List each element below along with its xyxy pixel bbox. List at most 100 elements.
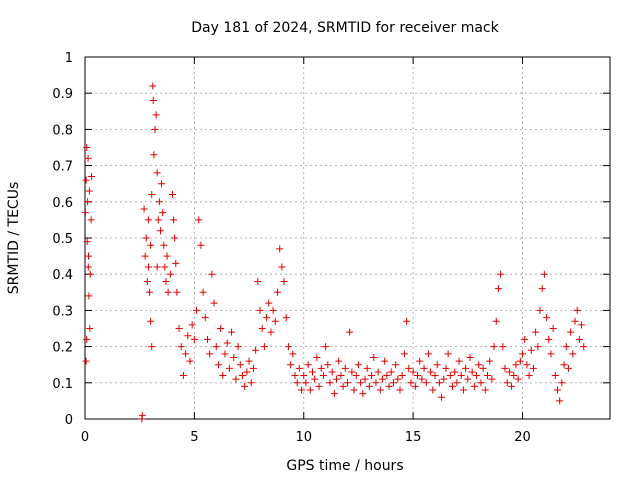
data-point <box>256 306 264 314</box>
data-point <box>488 375 496 383</box>
data-point <box>175 325 183 332</box>
data-point <box>490 343 498 351</box>
data-point <box>241 382 249 390</box>
data-point <box>510 372 518 380</box>
data-point <box>319 372 327 380</box>
data-point <box>363 364 371 372</box>
x-tick-label: 10 <box>295 430 312 445</box>
data-point <box>462 364 470 372</box>
data-point <box>88 172 96 180</box>
data-point <box>477 379 485 387</box>
data-point <box>254 277 262 285</box>
data-point <box>405 364 413 372</box>
data-point <box>154 216 162 224</box>
y-tick-label: 0.7 <box>52 160 73 175</box>
data-point <box>85 187 93 195</box>
chart-title: Day 181 of 2024, SRMTID for receiver mac… <box>191 20 499 36</box>
data-point <box>269 306 277 314</box>
y-tick-label: 0 <box>65 413 73 428</box>
data-point <box>179 372 187 380</box>
data-point <box>532 328 540 336</box>
data-point <box>225 364 233 372</box>
data-point <box>328 368 336 376</box>
x-tick-label: 5 <box>190 430 198 445</box>
data-point <box>83 335 91 343</box>
data-point <box>554 386 561 394</box>
data-point <box>420 364 428 372</box>
data-point <box>422 379 430 387</box>
data-point <box>372 379 380 387</box>
data-point <box>339 382 347 390</box>
data-point <box>429 386 437 394</box>
data-point <box>381 357 389 365</box>
data-point <box>322 343 330 351</box>
data-point <box>85 252 92 260</box>
data-point <box>84 198 92 206</box>
data-point <box>435 379 443 387</box>
data-point <box>359 390 367 398</box>
data-point <box>172 259 180 267</box>
data-point <box>335 357 343 365</box>
data-point <box>374 368 382 376</box>
data-point <box>536 306 544 314</box>
data-point <box>149 96 157 104</box>
data-point <box>527 346 535 354</box>
data-point <box>223 339 231 347</box>
data-point <box>151 125 159 133</box>
data-point <box>440 375 448 383</box>
data-point <box>177 343 185 351</box>
data-point <box>315 382 323 390</box>
data-point <box>403 317 411 325</box>
data-point <box>459 386 467 394</box>
data-point <box>85 292 93 300</box>
data-point <box>304 361 312 369</box>
data-point <box>525 372 533 380</box>
data-point <box>486 357 494 365</box>
data-point <box>84 263 92 271</box>
data-point <box>267 328 275 336</box>
data-point <box>141 252 149 260</box>
data-point <box>341 364 349 372</box>
data-point <box>416 357 424 365</box>
data-point <box>385 382 393 390</box>
data-point <box>161 263 169 271</box>
data-point <box>163 252 171 260</box>
data-point <box>306 386 314 394</box>
data-point <box>147 241 155 249</box>
data-point <box>499 343 507 351</box>
data-point <box>282 314 290 322</box>
data-point <box>569 350 577 358</box>
data-point <box>512 361 520 369</box>
y-axis-label: SRMTID / TECUs <box>6 182 22 295</box>
data-point <box>466 353 474 361</box>
data-point <box>501 364 509 372</box>
data-point <box>247 379 255 387</box>
data-point <box>453 379 461 387</box>
data-point <box>210 299 218 307</box>
data-point <box>361 375 369 383</box>
data-point <box>484 372 491 380</box>
data-point <box>260 343 268 351</box>
data-point <box>433 361 441 369</box>
data-point <box>243 368 251 376</box>
data-point <box>295 364 303 372</box>
data-point <box>505 368 513 376</box>
data-point <box>302 379 310 387</box>
data-point <box>392 361 400 369</box>
data-point <box>324 361 332 369</box>
data-point <box>543 314 551 322</box>
data-point <box>300 372 308 380</box>
y-axis: 0 0.1 0.2 0.3 0.4 0.5 0.6 0.7 0.8 0.9 1 <box>52 51 610 428</box>
data-point <box>383 372 391 380</box>
data-point <box>394 375 402 383</box>
data-point <box>523 361 531 369</box>
data-point <box>418 375 426 383</box>
data-point <box>545 335 553 343</box>
data-point <box>204 335 211 343</box>
data-point <box>357 379 365 387</box>
y-tick-label: 0.2 <box>52 341 73 356</box>
data-point <box>258 325 266 332</box>
data-point <box>562 343 570 351</box>
data-point <box>389 379 397 387</box>
data-point <box>521 335 529 343</box>
